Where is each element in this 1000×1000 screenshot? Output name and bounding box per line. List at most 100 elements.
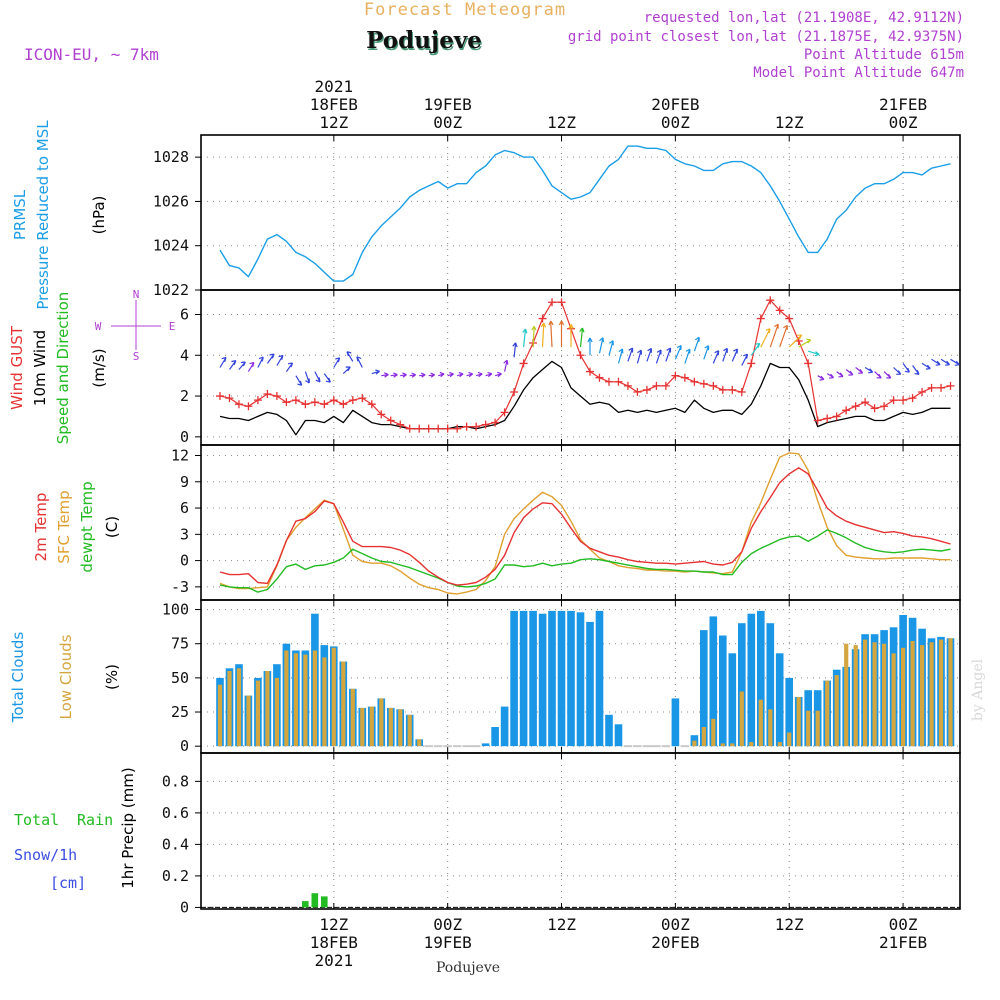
gust-marker [718, 385, 727, 394]
sfc-temp-line [219, 452, 951, 595]
gust-marker [614, 377, 623, 386]
low-cloud-bar [379, 698, 384, 747]
y-tick-label: 0.4 [162, 835, 189, 853]
location-title-shadow: Podujeve [367, 29, 483, 56]
gust-marker [756, 314, 765, 323]
low-cloud-bar [777, 742, 782, 747]
y-tick-label: 6 [180, 499, 189, 517]
gust-marker [358, 394, 367, 403]
wind-arrow [346, 351, 354, 362]
y-tick-label: 1022 [153, 281, 189, 299]
total-cloud-bar [690, 735, 699, 747]
gust-marker [576, 351, 585, 360]
total-cloud-bar [709, 616, 718, 747]
gust-marker [604, 377, 613, 386]
gust-marker [424, 424, 433, 433]
pressure-line [219, 145, 951, 282]
low-cloud-bar [938, 639, 944, 747]
top-axis-label: 00Z [889, 113, 918, 132]
rain-bar [311, 893, 319, 908]
wind-arrow [731, 348, 739, 362]
gust-marker [310, 398, 319, 407]
bottom-axis-label: 20FEB [651, 933, 699, 952]
low-cloud-bar [749, 742, 754, 747]
wind-arrow [779, 324, 788, 348]
wind-arrow [579, 327, 585, 348]
gust-marker [832, 412, 841, 421]
y-tick-label: 4 [180, 346, 189, 364]
bottom-axis-label: 00Z [661, 915, 690, 934]
wind-arrow [608, 340, 614, 356]
total-cloud-bar [700, 630, 708, 747]
wind-arrow [276, 354, 284, 366]
wind-arrow [703, 345, 710, 360]
wind-arrow [247, 361, 255, 372]
wind-arrow [617, 348, 624, 364]
gust-marker [937, 383, 946, 392]
low-cloud-bar [787, 732, 792, 747]
compass-e: E [169, 320, 176, 333]
y-tick-label: 3 [180, 525, 189, 543]
y-tick-label: 0.2 [162, 867, 189, 885]
wind-arrow [646, 347, 652, 362]
wind-arrow [684, 348, 691, 364]
wind-arrow [457, 371, 464, 378]
y-tick-label: 0.6 [162, 804, 189, 822]
low-cloud-bar [720, 743, 725, 747]
low-cloud-bar [398, 709, 403, 747]
wind-arrow [598, 337, 605, 354]
wind-arrow [693, 336, 700, 352]
gust-marker [367, 400, 376, 409]
total-cloud-bar [605, 714, 613, 747]
low-cloud-bar [768, 709, 773, 747]
model-altitude: Model Point Altitude 647m [753, 65, 964, 81]
gust-marker [234, 400, 243, 409]
total-cloud-bar [481, 743, 490, 747]
low-cloud-bar [350, 688, 355, 747]
total-cloud-bar [491, 727, 499, 747]
gust-marker [491, 418, 500, 427]
product-title: Forecast Meteogram [364, 0, 566, 20]
wind-arrow [874, 371, 882, 379]
wind-arrow [627, 347, 634, 362]
total-cloud-bar [500, 706, 509, 747]
gust-marker [775, 306, 784, 315]
low-cloud-bar [834, 675, 839, 747]
y-tick-label: 6 [180, 305, 189, 323]
bottom-axis-label: 12Z [319, 915, 348, 934]
wind-10m-label: 10m Wind [31, 330, 49, 406]
point-altitude: Point Altitude 615m [804, 47, 964, 63]
pressure-unit-label: (hPa) [90, 196, 108, 235]
wind-arrow [409, 372, 417, 378]
low-cloud-bar [227, 671, 232, 747]
wind-arrow [466, 371, 474, 378]
gust-marker [766, 296, 775, 305]
wind-arrow [788, 334, 803, 348]
wind-arrow [808, 350, 820, 357]
bottom-axis-label: 21FEB [879, 933, 927, 952]
top-axis-label: 20FEB [651, 95, 699, 114]
compass-w: W [95, 320, 102, 333]
wind-arrow [475, 371, 483, 378]
total-rain-label-total: Total [14, 811, 59, 829]
gust-marker [225, 394, 234, 403]
top-axis-label: 00Z [661, 113, 690, 132]
wind-arrow [548, 320, 554, 348]
plot-layer: 10221024102610280246-3036912025507510000… [153, 77, 961, 970]
total-cloud-bar [595, 610, 604, 747]
total-cloud-bar [548, 610, 556, 747]
low-cloud-bar [331, 647, 336, 747]
rain-bar [302, 901, 309, 908]
low-cloud-bar [701, 727, 706, 747]
total-cloud-bar [747, 613, 756, 747]
bottom-axis-label: 12Z [775, 915, 804, 934]
low-cloud-bar [929, 642, 934, 747]
low-cloud-bar [360, 707, 365, 747]
wind-arrow [741, 353, 749, 366]
total-cloud-bar [757, 610, 765, 747]
gust-marker [348, 396, 357, 405]
gust-marker [434, 424, 443, 433]
gust-marker [813, 416, 822, 425]
top-axis-label: 2021 [315, 77, 354, 96]
low-cloud-bar [388, 707, 393, 747]
